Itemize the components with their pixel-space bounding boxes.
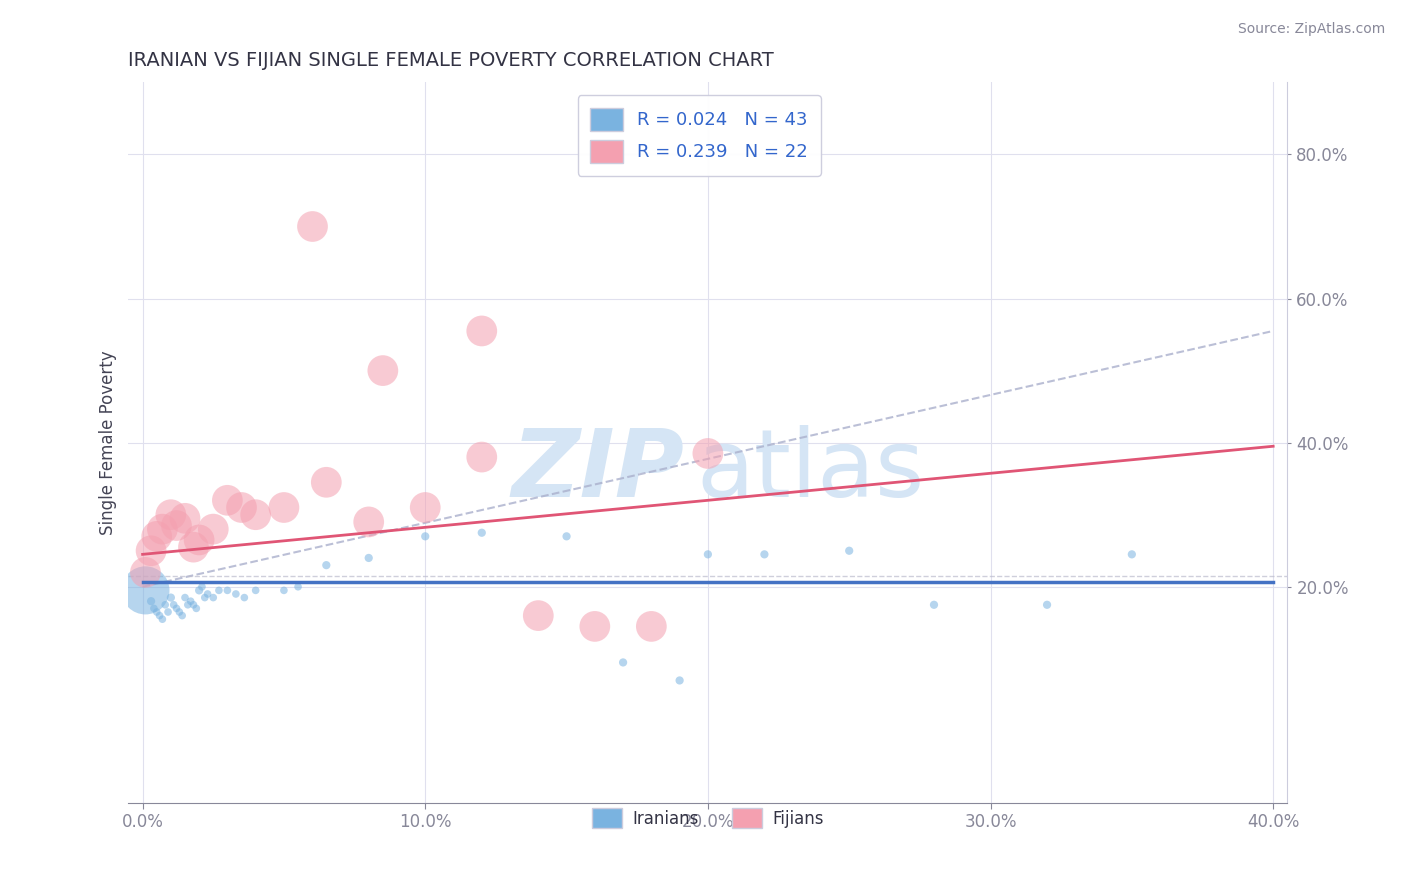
Point	[527, 608, 550, 623]
Point	[245, 583, 267, 598]
Point	[148, 608, 170, 623]
Point	[233, 591, 256, 605]
Point	[555, 529, 578, 543]
Point	[208, 583, 231, 598]
Point	[150, 612, 173, 626]
Point	[612, 656, 634, 670]
Point	[134, 583, 156, 598]
Point	[177, 598, 200, 612]
Point	[640, 619, 662, 633]
Point	[231, 500, 253, 515]
Point	[583, 619, 606, 633]
Point	[245, 508, 267, 522]
Point	[188, 583, 211, 598]
Point	[180, 594, 202, 608]
Point	[139, 543, 162, 558]
Point	[471, 450, 494, 464]
Point	[357, 551, 380, 566]
Point	[471, 525, 494, 540]
Text: IRANIAN VS FIJIAN SINGLE FEMALE POVERTY CORRELATION CHART: IRANIAN VS FIJIAN SINGLE FEMALE POVERTY …	[128, 51, 775, 70]
Point	[139, 594, 162, 608]
Point	[202, 522, 225, 536]
Point	[1121, 547, 1143, 561]
Point	[174, 511, 197, 525]
Text: atlas: atlas	[696, 425, 925, 517]
Point	[217, 583, 239, 598]
Point	[160, 591, 183, 605]
Point	[696, 446, 718, 460]
Point	[183, 540, 205, 554]
Point	[145, 605, 167, 619]
Point	[169, 605, 191, 619]
Point	[142, 601, 165, 615]
Point	[155, 598, 177, 612]
Point	[273, 500, 295, 515]
Point	[357, 515, 380, 529]
Point	[315, 475, 337, 490]
Point	[754, 547, 776, 561]
Point	[838, 543, 860, 558]
Point	[301, 219, 323, 234]
Point	[160, 508, 183, 522]
Point	[174, 591, 197, 605]
Point	[145, 529, 167, 543]
Point	[157, 605, 180, 619]
Point	[315, 558, 337, 573]
Point	[696, 547, 718, 561]
Point	[668, 673, 690, 688]
Point	[166, 601, 188, 615]
Text: ZIP: ZIP	[512, 425, 685, 517]
Point	[163, 598, 186, 612]
Point	[150, 522, 173, 536]
Point	[191, 580, 214, 594]
Point	[413, 529, 436, 543]
Y-axis label: Single Female Poverty: Single Female Poverty	[100, 351, 117, 535]
Point	[225, 587, 247, 601]
Point	[172, 608, 194, 623]
Point	[217, 493, 239, 508]
Point	[186, 601, 208, 615]
Text: Source: ZipAtlas.com: Source: ZipAtlas.com	[1237, 22, 1385, 37]
Point	[922, 598, 945, 612]
Point	[287, 580, 309, 594]
Point	[197, 587, 219, 601]
Point	[166, 518, 188, 533]
Point	[273, 583, 295, 598]
Point	[371, 363, 394, 377]
Point	[413, 500, 436, 515]
Point	[202, 591, 225, 605]
Point	[134, 566, 156, 580]
Point	[471, 324, 494, 338]
Point	[1036, 598, 1059, 612]
Point	[194, 591, 217, 605]
Legend: Iranians, Fijians: Iranians, Fijians	[586, 802, 830, 834]
Point	[183, 598, 205, 612]
Point	[188, 533, 211, 547]
